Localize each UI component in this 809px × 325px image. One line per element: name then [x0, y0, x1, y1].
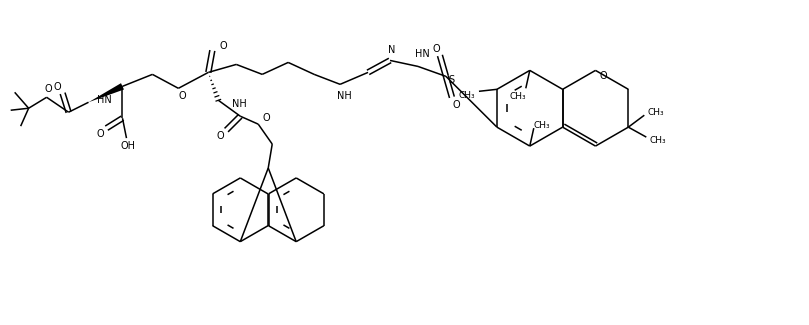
Text: HN: HN — [96, 95, 112, 105]
Text: O: O — [219, 42, 227, 51]
Text: O: O — [53, 82, 61, 92]
Text: N: N — [388, 46, 396, 56]
Text: O: O — [599, 72, 608, 81]
Text: S: S — [449, 75, 455, 85]
Text: NH: NH — [337, 91, 351, 101]
Text: CH₃: CH₃ — [510, 92, 526, 101]
Text: CH₃: CH₃ — [650, 136, 667, 145]
Text: O: O — [262, 113, 270, 123]
Text: HN: HN — [414, 49, 430, 59]
Text: O: O — [452, 100, 460, 110]
Text: O: O — [97, 129, 104, 139]
Text: O: O — [432, 45, 440, 55]
Text: O: O — [179, 91, 186, 101]
Text: CH₃: CH₃ — [648, 108, 665, 117]
Text: O: O — [217, 131, 224, 141]
Text: O: O — [44, 84, 53, 94]
Text: OH: OH — [121, 141, 136, 151]
Text: CH₃: CH₃ — [459, 91, 476, 100]
Text: CH₃: CH₃ — [533, 121, 550, 130]
Text: NH: NH — [232, 99, 247, 109]
Polygon shape — [88, 83, 124, 102]
